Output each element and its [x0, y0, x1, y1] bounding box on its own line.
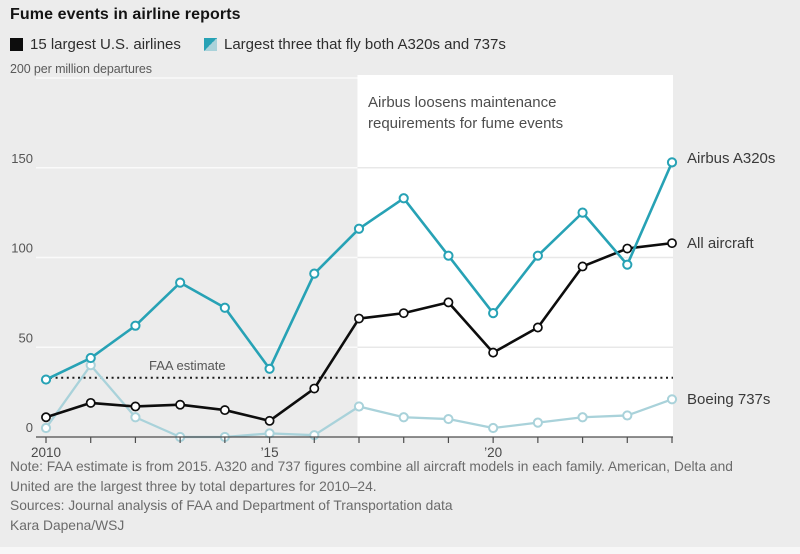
marker-all-aircraft-2012: [130, 401, 141, 412]
legend-item-us-airlines: 15 largest U.S. airlines: [10, 36, 181, 53]
x-tick-label-2010: 2010: [31, 445, 61, 460]
legend-swatch-black-icon: [10, 38, 23, 51]
series-label-boeing-737s: Boeing 737s: [687, 391, 771, 408]
marker-all-aircraft-2016: [309, 383, 320, 394]
chart-title: Fume events in airline reports: [10, 6, 241, 23]
marker-airbus-a320s-2013: [175, 277, 186, 288]
y-tick-label-150: 150: [11, 151, 33, 166]
y-tick-label-50: 50: [19, 330, 33, 345]
marker-airbus-a320s-2015: [264, 363, 275, 374]
marker-airbus-a320s-2012: [130, 320, 141, 331]
marker-airbus-a320s-2023: [622, 259, 633, 270]
marker-boeing-737s-2017: [353, 401, 365, 412]
marker-boeing-737s-2024: [666, 394, 678, 405]
marker-boeing-737s-2018: [398, 412, 409, 423]
marker-all-aircraft-2014: [219, 405, 230, 416]
marker-airbus-a320s-2011: [85, 352, 96, 364]
marker-boeing-737s-2023: [622, 410, 633, 421]
marker-boeing-737s-2022: [577, 412, 588, 423]
fume-events-line-chart: 0 50 100 150 FAA estimate 2010 ’15 ’20: [11, 75, 678, 460]
marker-all-aircraft-2022: [577, 261, 588, 272]
marker-airbus-a320s-2010: [40, 374, 52, 385]
marker-boeing-737s-2015: [264, 428, 275, 439]
marker-airbus-a320s-2016: [309, 268, 320, 279]
marker-airbus-a320s-2024: [666, 157, 678, 168]
note-line-2: United are the largest three by total de…: [10, 478, 377, 494]
y-axis-unit-label: 200 per million departures: [10, 62, 152, 76]
legend-swatch-teal-split-icon: [204, 38, 217, 51]
legend-label-us-airlines: 15 largest U.S. airlines: [30, 36, 181, 53]
faa-estimate-label: FAA estimate: [149, 358, 226, 373]
footer-notes: Note: FAA estimate is from 2015. A320 an…: [10, 457, 733, 535]
marker-boeing-737s-2021: [532, 417, 543, 428]
sources-line: Sources: Journal analysis of FAA and Dep…: [10, 498, 453, 513]
marker-boeing-737s-2010: [40, 422, 52, 434]
marker-airbus-a320s-2017: [353, 223, 365, 234]
marker-airbus-a320s-2018: [398, 193, 409, 204]
marker-all-aircraft-2018: [398, 308, 409, 319]
legend-label-largest-three: Largest three that fly both A320s and 73…: [224, 36, 506, 53]
marker-all-aircraft-2017: [354, 313, 364, 324]
marker-all-aircraft-2019: [443, 297, 454, 308]
marker-all-aircraft-2020: [488, 347, 499, 358]
y-tick-label-100: 100: [11, 241, 33, 256]
marker-boeing-737s-2012: [130, 412, 141, 423]
marker-all-aircraft-2010: [41, 412, 51, 423]
credit-line: Kara Dapena/WSJ: [10, 517, 125, 533]
marker-all-aircraft-2023: [622, 243, 633, 254]
marker-all-aircraft-2013: [175, 399, 186, 410]
y-tick-label-0: 0: [26, 420, 33, 435]
marker-boeing-737s-2020: [488, 422, 499, 434]
marker-airbus-a320s-2022: [577, 207, 588, 218]
x-tick-label-2020: ’20: [484, 445, 502, 460]
note-line-1: Note: FAA estimate is from 2015. A320 an…: [10, 459, 733, 474]
marker-all-aircraft-2015: [264, 415, 275, 426]
annotation-line-1: Airbus loosens maintenance: [368, 94, 557, 111]
marker-all-aircraft-2011: [85, 397, 96, 408]
marker-airbus-a320s-2021: [532, 250, 543, 261]
annotation-line-2: requirements for fume events: [368, 115, 564, 132]
marker-airbus-a320s-2014: [219, 302, 230, 313]
airbus-annotation: Airbus loosens maintenance requirements …: [368, 92, 563, 134]
x-tick-label-2015: ’15: [261, 445, 279, 460]
marker-all-aircraft-2021: [532, 322, 543, 333]
legend-item-largest-three: Largest three that fly both A320s and 73…: [204, 36, 506, 53]
marker-boeing-737s-2019: [443, 413, 454, 425]
bottom-edge-strip: [0, 547, 800, 554]
marker-airbus-a320s-2019: [443, 250, 454, 261]
marker-airbus-a320s-2020: [488, 308, 499, 319]
marker-all-aircraft-2024: [667, 238, 677, 249]
series-label-airbus-a320s: Airbus A320s: [687, 150, 776, 167]
series-label-all-aircraft: All aircraft: [687, 235, 754, 252]
